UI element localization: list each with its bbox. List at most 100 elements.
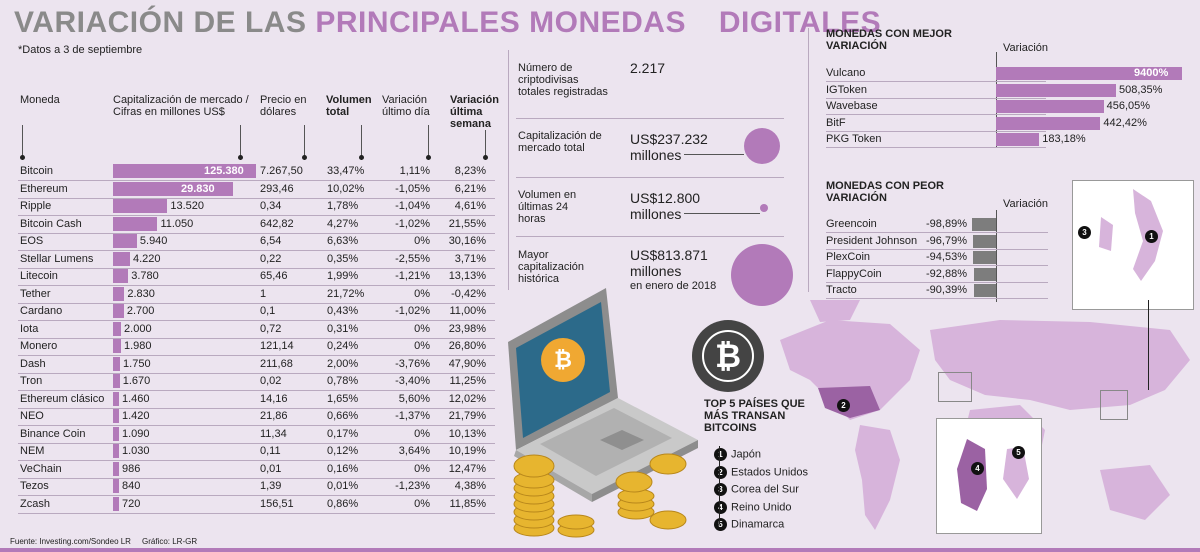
- col-header-day: Variación último día: [382, 94, 430, 118]
- row-separator: [18, 250, 495, 251]
- best-row: IGToken 508,35%: [826, 83, 1196, 99]
- day-variation: -3,40%: [395, 375, 430, 387]
- row-separator: [18, 495, 495, 496]
- cap-value: 2.000: [124, 322, 152, 335]
- map-marker-3: 3: [1078, 224, 1095, 242]
- day-variation: 0%: [414, 427, 430, 440]
- header-dot: [483, 155, 488, 160]
- country-item: 2 Estados Unidos: [714, 465, 808, 482]
- volume: 0,31%: [327, 322, 359, 335]
- table-row: Tezos 840 1,39 0,01% -1,23% 4,38%: [0, 478, 500, 495]
- cap-value: 1.420: [122, 410, 150, 422]
- best-coin-name: BitF: [826, 116, 846, 129]
- row-separator: [18, 180, 495, 181]
- stat-value-cap: US$237.232: [630, 131, 708, 147]
- row-separator: [18, 407, 495, 409]
- week-variation: 12,02%: [448, 392, 486, 405]
- world-map: [780, 300, 1190, 530]
- row-separator: [18, 512, 495, 514]
- bubble-volume: [760, 204, 768, 212]
- week-variation: 4,38%: [454, 480, 486, 492]
- best-bar: [996, 133, 1040, 146]
- worst-row: Greencoin -98,89%: [826, 217, 1066, 233]
- cap-value: 2.700: [126, 305, 155, 317]
- coin-name: Litecoin: [20, 270, 58, 282]
- price: 0,02: [260, 375, 282, 387]
- country-rank-icon: 3: [714, 483, 727, 496]
- table-row: EOS 5.940 6,54 6,63% 0% 30,16%: [0, 233, 500, 250]
- cap-bar: [113, 391, 119, 406]
- cap-value: 1.980: [123, 340, 152, 352]
- inset-japan-korea: [1072, 180, 1194, 310]
- price: 0,1: [260, 305, 276, 317]
- worst-bar: [974, 284, 996, 297]
- worst-separator: [826, 281, 1048, 283]
- coin-name: Binance Coin: [20, 427, 86, 440]
- coin-name: Iota: [20, 322, 39, 335]
- worst-separator: [826, 298, 1048, 299]
- worst-coin-name: Tracto: [826, 284, 857, 296]
- price: 642,82: [260, 217, 294, 230]
- bubble-leader: [684, 154, 744, 155]
- price: 6,54: [260, 235, 282, 247]
- table-row: Litecoin 3.780 65,46 1,99% -1,21% 13,13%: [0, 268, 500, 285]
- header-dot: [20, 155, 25, 160]
- cap-bar: [113, 216, 158, 231]
- stat-separator: [516, 177, 784, 178]
- best-value: 508,35%: [1119, 83, 1163, 96]
- inset-leader: [1148, 300, 1149, 390]
- price: 0,01: [260, 462, 282, 475]
- cap-bar: [113, 181, 233, 196]
- volume: 0,35%: [327, 252, 359, 265]
- price: 11,34: [260, 427, 287, 440]
- laptop-illustration: ₿: [508, 288, 698, 502]
- price: 0,34: [260, 200, 282, 212]
- row-separator: [18, 320, 495, 321]
- best-bar: [996, 83, 1116, 97]
- week-variation: 23,98%: [448, 322, 486, 335]
- cap-bar: [113, 496, 119, 511]
- cap-bar: [113, 479, 119, 493]
- day-variation: -1,02%: [395, 305, 430, 317]
- header-tick: [22, 125, 23, 160]
- row-separator: [18, 267, 495, 269]
- col-header-cap: Capitalización de mercado / Cifras en mi…: [113, 94, 249, 118]
- header-dot: [238, 155, 243, 160]
- cap-value: 11.050: [160, 217, 194, 230]
- week-variation: 13,13%: [448, 270, 486, 282]
- cap-bar: [113, 339, 121, 353]
- day-variation: 0%: [414, 235, 430, 247]
- week-variation: 3,71%: [454, 252, 486, 265]
- header-dot: [359, 155, 364, 160]
- worst-coin-name: PlexCoin: [826, 251, 871, 263]
- cap-value: 2.830: [127, 287, 155, 300]
- worst-row: President Johnson -96,79%: [826, 234, 1066, 250]
- worst-row: Tracto -90,39%: [826, 283, 1066, 299]
- week-variation: 6,21%: [454, 182, 486, 195]
- col-header-coin: Moneda: [20, 94, 60, 106]
- best-value: 456,05%: [1106, 100, 1151, 112]
- best-coin-name: Wavebase: [826, 100, 878, 112]
- row-separator: [18, 337, 495, 339]
- price: 293,46: [260, 182, 294, 195]
- price: 1: [260, 287, 267, 300]
- stat-value-historic: US$813.871: [630, 247, 708, 263]
- week-variation: 10,13%: [448, 427, 486, 440]
- day-variation: -1,37%: [395, 410, 430, 422]
- stat-unit-cap: millones: [630, 147, 682, 163]
- worst-value: -90,39%: [926, 284, 967, 296]
- price: 0,11: [260, 445, 281, 457]
- bubble-cap: [744, 128, 780, 164]
- week-variation: 10,19%: [448, 445, 486, 457]
- best-row: Vulcano 9400%: [826, 66, 1196, 82]
- row-separator: [18, 390, 495, 391]
- stat-separator: [516, 118, 784, 119]
- stat-label-volume: Volumen en últimas 24 horas: [518, 189, 577, 225]
- map-marker-5: 5: [1012, 444, 1029, 462]
- cap-value: 1.750: [123, 357, 151, 370]
- week-variation: 26,80%: [448, 340, 486, 352]
- day-variation: -1,05%: [395, 182, 430, 195]
- day-variation: 3,64%: [398, 445, 430, 457]
- header-dot: [426, 155, 431, 160]
- week-variation: 21,55%: [448, 217, 486, 230]
